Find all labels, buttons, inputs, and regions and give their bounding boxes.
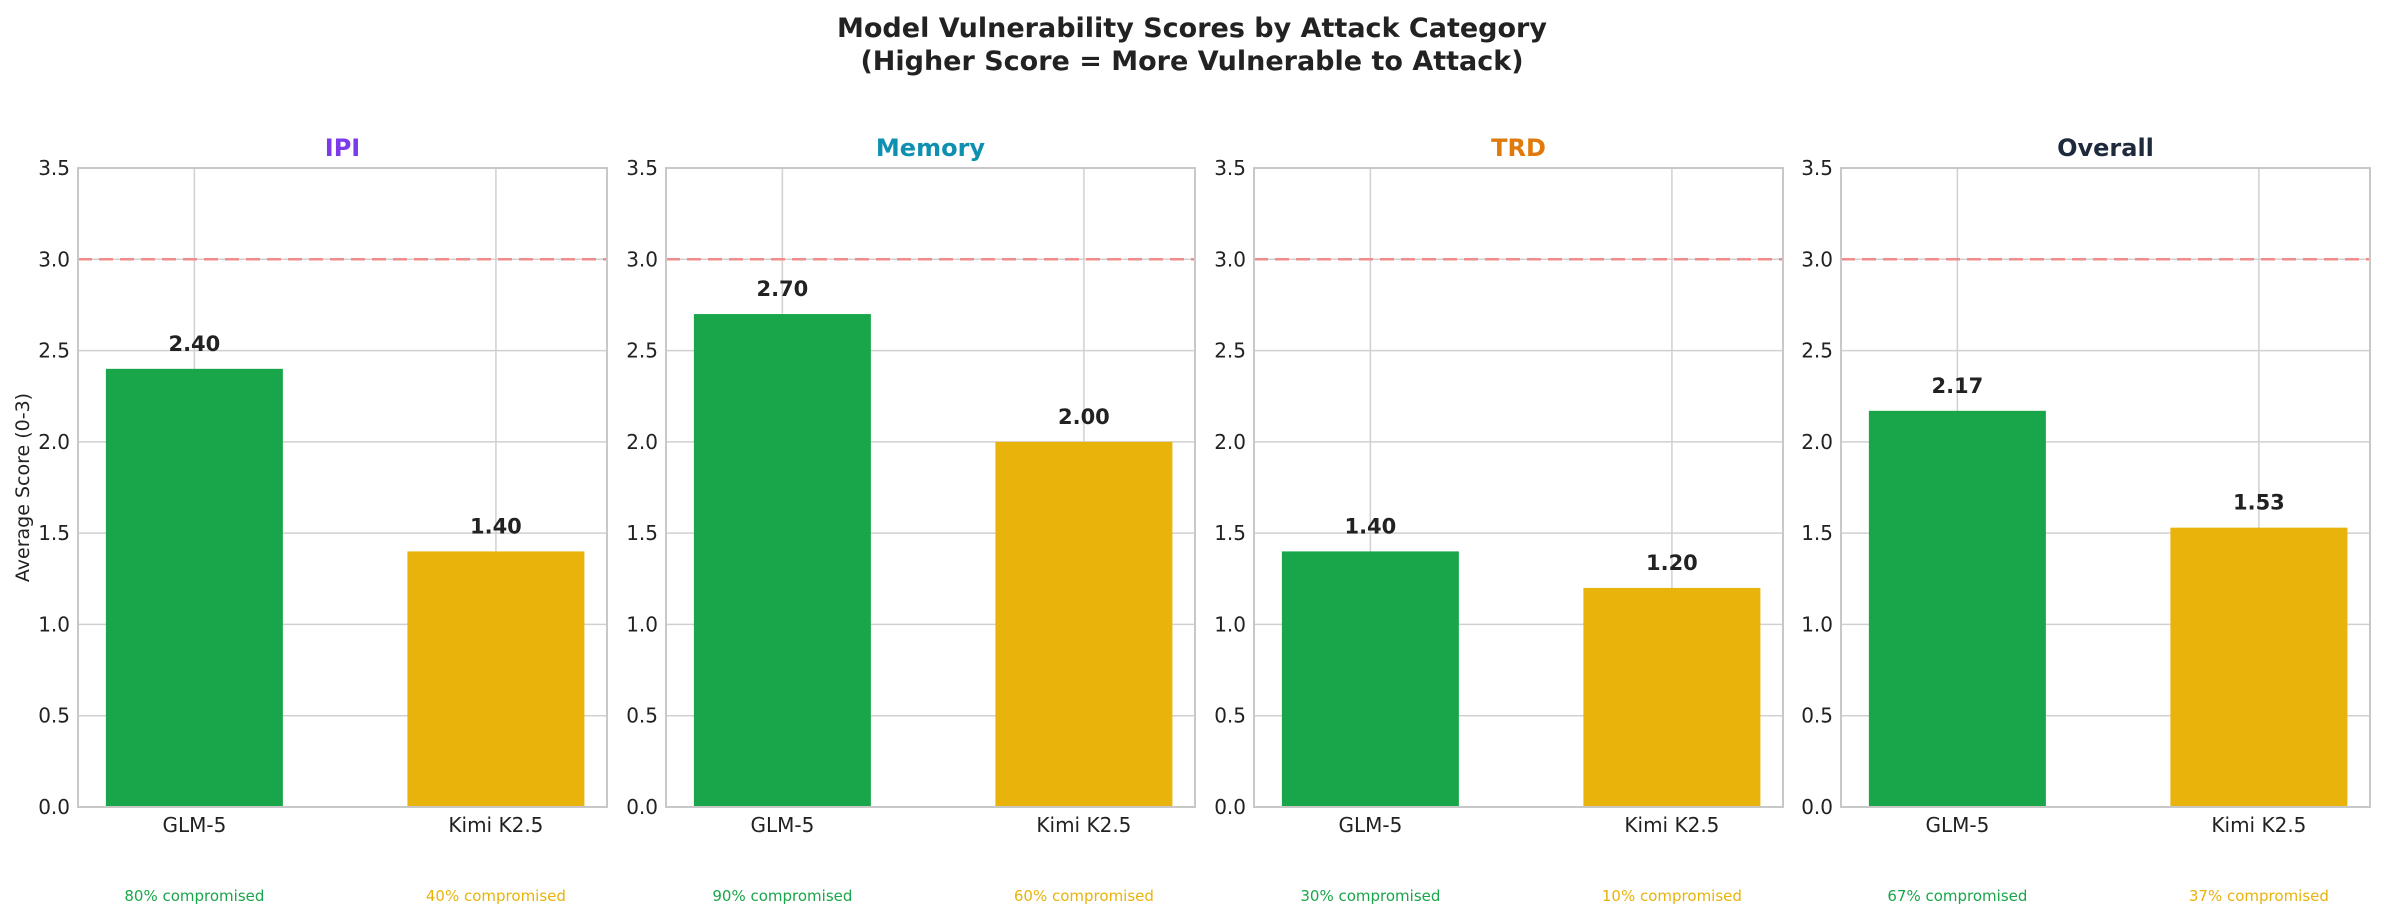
- compromised-label: 30% compromised: [1300, 887, 1440, 905]
- bar: [1868, 410, 2046, 807]
- data-label: 2.40: [168, 332, 220, 356]
- y-tick-label: 1.5: [1214, 521, 1246, 545]
- data-label: 2.17: [1931, 374, 1983, 398]
- compromised-label: 60% compromised: [1014, 887, 1154, 905]
- panel-title: IPI: [325, 134, 360, 162]
- chart-panel: 0.0 0.5 1.0 1.5 2.0 2.5 3.0 3.5 1.40 GLM-5 30% com…: [1214, 134, 1784, 905]
- bar: [407, 551, 585, 807]
- x-tick-label: Kimi K2.5: [1624, 813, 1719, 837]
- y-tick-label: 3.0: [1801, 247, 1833, 271]
- panel-title: TRD: [1491, 134, 1546, 162]
- y-tick-label: 2.5: [1214, 339, 1246, 363]
- x-tick-label: Kimi K2.5: [1036, 813, 1131, 837]
- data-label: 1.40: [470, 514, 522, 538]
- y-tick-label: 3.0: [38, 247, 70, 271]
- chart-panel: 0.0 0.5 1.0 1.5 2.0 2.5 3.0 3.5 2.70 GLM-5 90% com…: [626, 134, 1196, 905]
- y-tick-label: 1.0: [1801, 612, 1833, 636]
- figure-title-line1: Model Vulnerability Scores by Attack Cat…: [837, 13, 1547, 44]
- y-tick-label: 0.0: [1214, 795, 1246, 819]
- figure-title-line2: (Higher Score = More Vulnerable to Attac…: [860, 46, 1523, 77]
- compromised-label: 80% compromised: [124, 887, 264, 905]
- y-tick-label: 0.0: [1801, 795, 1833, 819]
- y-tick-label: 3.5: [38, 156, 70, 180]
- y-axis-label: Average Score (0-3): [12, 393, 34, 582]
- y-tick-label: 2.5: [1801, 339, 1833, 363]
- data-label: 1.40: [1344, 514, 1396, 538]
- x-tick-label: GLM-5: [162, 813, 226, 837]
- data-label: 2.00: [1058, 405, 1110, 429]
- compromised-label: 67% compromised: [1887, 887, 2027, 905]
- y-tick-label: 3.5: [1214, 156, 1246, 180]
- y-tick-label: 0.5: [626, 704, 658, 728]
- compromised-label: 37% compromised: [2189, 887, 2329, 905]
- bar: [1583, 587, 1761, 807]
- compromised-label: 90% compromised: [712, 887, 852, 905]
- axes-frame: [1253, 167, 1784, 808]
- y-tick-label: 1.0: [1214, 612, 1246, 636]
- chart-panel: 0.0 0.5 1.0 1.5 2.0 2.5 3.0 3.5 2.17 GLM-5 67% com…: [1801, 134, 2371, 905]
- x-tick-label: Kimi K2.5: [448, 813, 543, 837]
- y-tick-label: 2.5: [626, 339, 658, 363]
- y-tick-label: 2.0: [1214, 430, 1246, 454]
- x-tick-label: GLM-5: [1338, 813, 1402, 837]
- y-tick-label: 1.5: [626, 521, 658, 545]
- y-tick-label: 3.5: [626, 156, 658, 180]
- x-tick-label: GLM-5: [750, 813, 814, 837]
- axes-frame: [77, 167, 608, 808]
- y-tick-label: 3.0: [626, 247, 658, 271]
- data-label: 1.20: [1646, 551, 1698, 575]
- y-tick-label: 0.5: [1214, 704, 1246, 728]
- y-tick-label: 3.0: [1214, 247, 1246, 271]
- data-label: 1.53: [2233, 491, 2285, 515]
- compromised-label: 10% compromised: [1602, 887, 1742, 905]
- y-tick-label: 1.5: [1801, 521, 1833, 545]
- compromised-label: 40% compromised: [426, 887, 566, 905]
- y-tick-label: 2.0: [626, 430, 658, 454]
- bar: [995, 441, 1173, 807]
- y-tick-label: 1.0: [626, 612, 658, 636]
- y-tick-label: 2.0: [38, 430, 70, 454]
- y-tick-label: 0.5: [38, 704, 70, 728]
- bar: [105, 368, 283, 807]
- y-tick-label: 1.5: [38, 521, 70, 545]
- bar: [1281, 551, 1459, 807]
- panel-title: Memory: [876, 134, 985, 162]
- y-tick-label: 0.0: [38, 795, 70, 819]
- y-tick-label: 3.5: [1801, 156, 1833, 180]
- chart-panel: 0.0 0.5 1.0 1.5 2.0 2.5 3.0 3.5 2.40 GLM-5 80% com…: [12, 134, 608, 905]
- x-tick-label: Kimi K2.5: [2211, 813, 2306, 837]
- y-tick-label: 2.5: [38, 339, 70, 363]
- y-tick-label: 0.5: [1801, 704, 1833, 728]
- data-label: 2.70: [756, 277, 808, 301]
- panel-title: Overall: [2057, 134, 2154, 162]
- bar: [2170, 527, 2348, 807]
- axes-frame: [665, 167, 1196, 808]
- y-tick-label: 1.0: [38, 612, 70, 636]
- bar: [693, 314, 871, 807]
- axes-frame: [1840, 167, 2371, 808]
- y-tick-label: 0.0: [626, 795, 658, 819]
- x-tick-label: GLM-5: [1925, 813, 1989, 837]
- y-tick-label: 2.0: [1801, 430, 1833, 454]
